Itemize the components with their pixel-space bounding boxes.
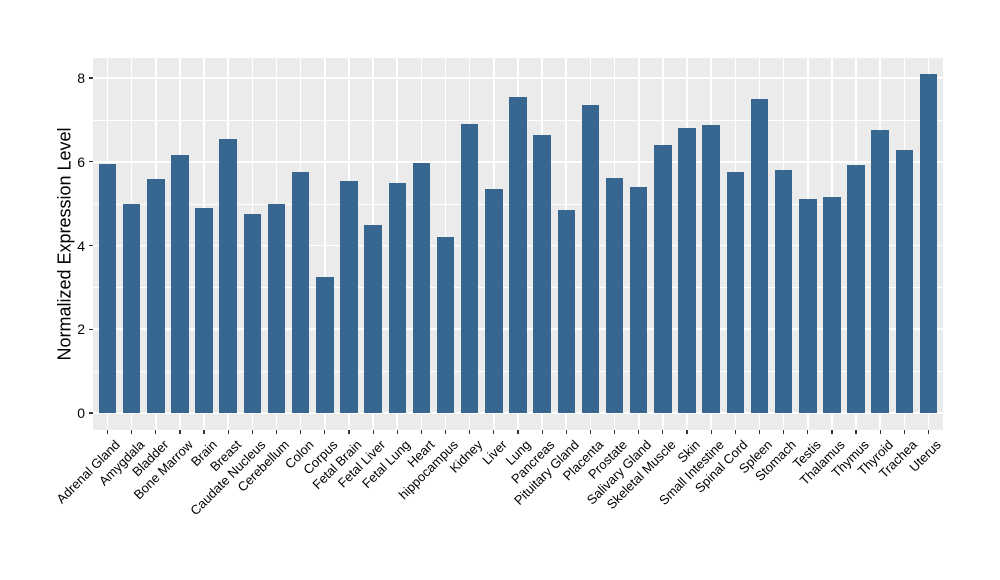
bar-colon [291,172,310,413]
x-tick-mark [710,430,712,434]
bar-bone-marrow [171,155,189,413]
bar-skeletal-muscle [654,145,672,413]
x-tick-mark [734,430,736,434]
bar-stomach [774,170,793,413]
x-tick-mark [203,430,205,434]
x-tick-mark [927,430,930,434]
bar-spleen [750,98,769,413]
x-tick-mark [662,430,664,434]
y-tick-label: 6 [77,153,85,170]
bar-testis [799,198,817,413]
bar-trachea [895,150,914,413]
bar-fetal-brain [340,180,358,413]
x-tick-mark [251,430,253,434]
y-tick-mark [89,328,93,330]
x-tick-label: Liver [478,437,510,468]
x-tick-mark [420,430,422,434]
gridline-vertical [324,58,326,430]
bar-heart [412,163,431,413]
bar-placenta [581,105,600,413]
x-tick-mark [372,430,374,434]
y-tick-label: 4 [77,237,85,254]
x-tick-mark [613,430,616,434]
bar-thalamus [823,197,841,413]
bar-lung [509,96,527,413]
x-tick-mark [493,430,495,434]
bar-fetal-liver [364,224,382,413]
x-tick-mark [855,430,857,434]
bar-breast [219,138,237,413]
bar-kidney [460,124,479,413]
y-tick-label: 8 [77,70,85,86]
bar-thyroid [871,130,889,413]
x-tick-mark [275,430,278,434]
y-tick-mark [89,161,93,163]
x-tick-mark [686,430,688,434]
bar-hippocampus [436,237,455,413]
x-tick-mark [469,430,471,434]
x-tick-mark [348,430,350,434]
x-tick-mark [106,430,109,434]
x-tick-mark [179,430,181,434]
x-tick-mark [155,430,157,434]
bar-fetal-lung [388,182,406,413]
y-tick-mark [89,77,93,79]
bar-corpus [316,276,334,413]
bar-prostate [605,177,624,413]
bar-uterus [919,73,938,413]
x-tick-mark [396,430,398,434]
x-tick-mark [227,430,229,434]
bar-salivary-gland [629,186,648,413]
y-tick-label: 2 [77,321,85,338]
x-tick-mark [638,430,640,434]
x-tick-mark [807,430,809,434]
bar-cerebellum [267,203,286,413]
x-tick-mark [444,430,447,434]
bar-amygdala [122,203,141,413]
x-tick-mark [831,430,833,434]
bar-brain [195,207,213,413]
x-tick-mark [300,430,302,434]
bar-bladder [147,178,165,413]
x-tick-mark [758,430,761,434]
bar-caudate-nucleus [243,214,262,413]
x-tick-mark [131,430,133,434]
x-tick-mark [589,430,592,434]
x-tick-mark [324,430,326,434]
x-tick-mark [879,430,881,434]
bar-spinal-cord [726,172,745,413]
x-tick-mark [541,430,543,434]
plot-panel [93,58,943,430]
y-tick-label: 0 [77,405,85,421]
bar-adrenal-gland [98,163,117,413]
x-tick-mark [783,430,785,434]
bar-pancreas [533,134,551,413]
bar-small-intestine [702,125,720,413]
bar-skin [678,128,696,413]
x-tick-mark [517,430,519,434]
x-tick-mark [903,430,905,434]
bar-pituitary-gland [557,209,576,413]
y-tick-mark [89,244,93,247]
y-tick-mark [89,412,93,414]
bar-thymus [847,164,865,413]
bar-liver [485,188,503,413]
x-tick-mark [565,430,567,434]
